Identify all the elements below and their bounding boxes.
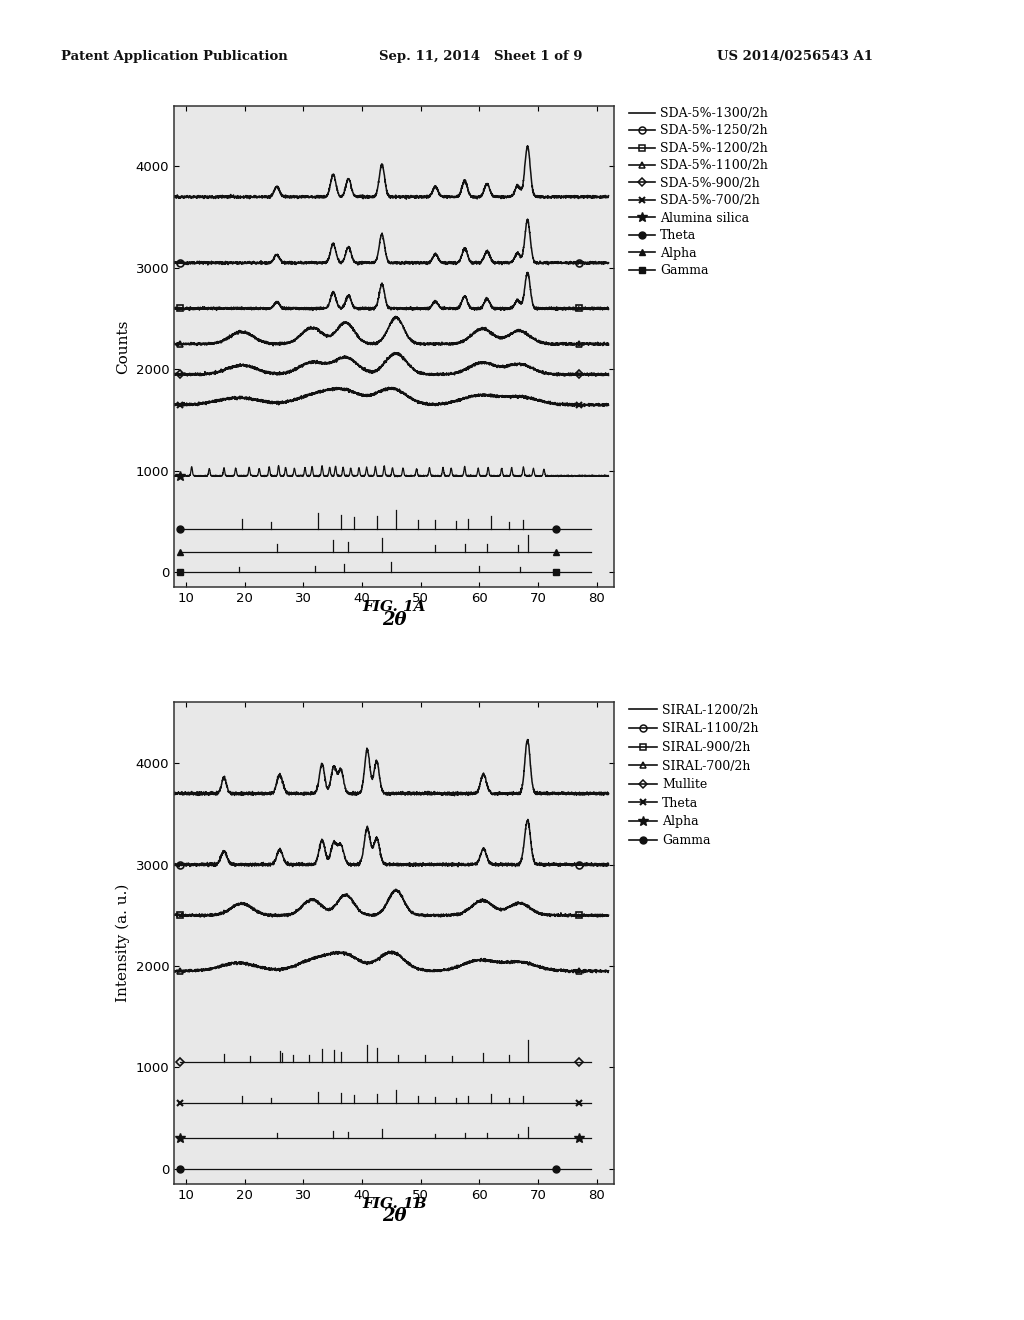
- Text: FIG. 1B: FIG. 1B: [362, 1197, 426, 1210]
- Text: FIG. 1A: FIG. 1A: [362, 601, 426, 614]
- Text: US 2014/0256543 A1: US 2014/0256543 A1: [717, 50, 872, 63]
- X-axis label: 2θ: 2θ: [382, 611, 407, 628]
- Text: Sep. 11, 2014   Sheet 1 of 9: Sep. 11, 2014 Sheet 1 of 9: [379, 50, 583, 63]
- Y-axis label: Intensity (a. u.): Intensity (a. u.): [116, 884, 130, 1002]
- Legend: SIRAL-1200/2h, SIRAL-1100/2h, SIRAL-900/2h, SIRAL-700/2h, Mullite, Theta, Alpha,: SIRAL-1200/2h, SIRAL-1100/2h, SIRAL-900/…: [630, 704, 759, 847]
- Y-axis label: Counts: Counts: [116, 319, 130, 374]
- Legend: SDA-5%-1300/2h, SDA-5%-1250/2h, SDA-5%-1200/2h, SDA-5%-1100/2h, SDA-5%-900/2h, S: SDA-5%-1300/2h, SDA-5%-1250/2h, SDA-5%-1…: [629, 107, 768, 277]
- X-axis label: 2θ: 2θ: [382, 1208, 407, 1225]
- Text: Patent Application Publication: Patent Application Publication: [61, 50, 288, 63]
